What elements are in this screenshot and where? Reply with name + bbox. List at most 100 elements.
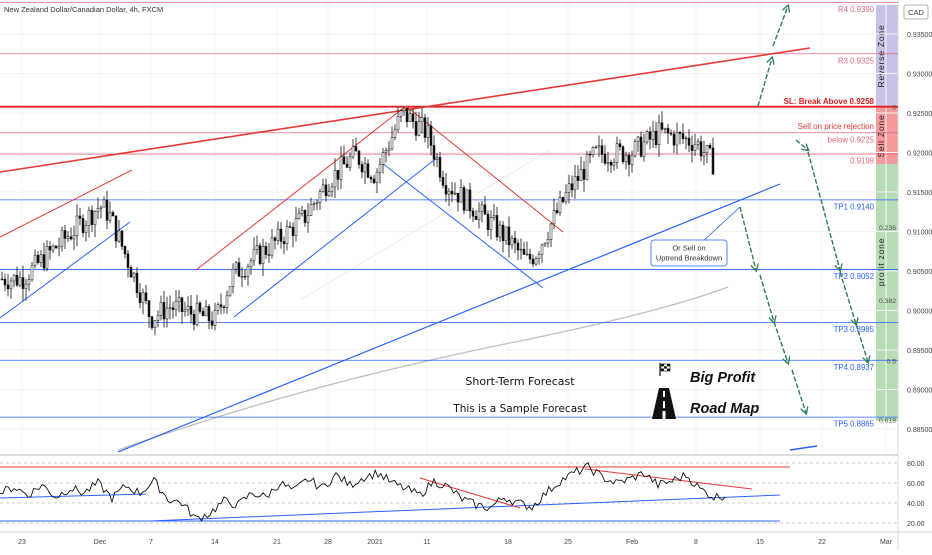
candle xyxy=(612,158,616,171)
candle xyxy=(312,201,316,211)
alt-sell-line2: Uptrend Breakdown xyxy=(656,254,722,263)
candle xyxy=(486,210,490,237)
profit-zone-label: profit zone xyxy=(876,238,886,287)
horizontal-levels xyxy=(0,2,898,418)
down-arrow-tp3 xyxy=(839,271,856,324)
alt-sell-line1: Or Sell on xyxy=(672,244,705,253)
candle xyxy=(579,156,583,181)
time-tick-label: 22 xyxy=(818,539,826,546)
candle xyxy=(54,244,58,249)
candle xyxy=(654,121,658,149)
currency-badge-label: CAD xyxy=(908,8,924,17)
candle xyxy=(192,309,196,331)
brand-line1: Big Profit xyxy=(690,370,756,386)
candle xyxy=(570,175,574,198)
candle xyxy=(393,124,397,141)
price-tick-label: 0.90500 xyxy=(907,269,932,276)
alt-arrow-2 xyxy=(759,274,774,322)
candle xyxy=(657,114,661,157)
candle xyxy=(378,157,382,184)
candle xyxy=(120,230,124,250)
candle xyxy=(261,238,265,276)
candle xyxy=(519,238,523,260)
candle xyxy=(318,188,322,210)
candle xyxy=(279,222,283,249)
candle xyxy=(648,126,652,150)
candle xyxy=(27,274,31,292)
candle xyxy=(114,215,118,248)
price-tick-label: 0.91500 xyxy=(907,190,932,197)
time-tick-label: 8 xyxy=(694,539,698,546)
currency-badge[interactable]: CAD xyxy=(903,4,929,20)
candle xyxy=(90,205,94,233)
price-tick-label: 0.93500 xyxy=(907,32,932,39)
candle xyxy=(501,221,505,253)
time-tick-label: 18 xyxy=(504,539,512,546)
candle xyxy=(108,201,112,224)
candle xyxy=(129,265,133,278)
candle xyxy=(126,250,130,278)
time-tick-label: 2021 xyxy=(367,539,383,546)
candle xyxy=(399,109,403,123)
candle xyxy=(66,231,70,242)
candle xyxy=(456,192,460,212)
candle xyxy=(138,283,142,309)
candle xyxy=(285,219,289,251)
candle xyxy=(498,220,502,242)
down-arrow-tp1 xyxy=(795,139,808,150)
candle xyxy=(552,198,556,230)
candle xyxy=(405,107,409,128)
candlesticks xyxy=(0,107,715,336)
candle xyxy=(564,184,568,205)
candle xyxy=(513,231,517,254)
candle xyxy=(531,254,535,268)
candle xyxy=(321,178,325,193)
channel-top-2 xyxy=(195,105,407,271)
candle xyxy=(141,288,145,315)
checkered-flag-icon xyxy=(659,363,671,376)
oscillator-tick-label: 20.00 xyxy=(907,521,925,528)
candle xyxy=(180,296,184,324)
price-tick-label: 0.92000 xyxy=(907,151,932,158)
candle xyxy=(96,197,100,219)
candle xyxy=(624,151,628,170)
candle xyxy=(558,190,562,216)
candle xyxy=(669,129,673,137)
candle xyxy=(666,123,670,144)
fib-label: 0.382 xyxy=(879,298,896,305)
oscillator-tick-label: 80.00 xyxy=(907,461,925,468)
candle xyxy=(507,216,511,258)
candle xyxy=(525,241,529,256)
candle xyxy=(246,263,250,286)
candle xyxy=(684,135,688,150)
oscillator-trend-lines xyxy=(0,466,790,522)
candle xyxy=(132,272,136,283)
candle xyxy=(48,241,52,260)
candle xyxy=(573,164,577,200)
time-axis: 23 Dec 7 14 21 28 2021 11 18 25 Feb 8 15 22 Mar xyxy=(18,539,893,546)
time-tick-label: 14 xyxy=(211,539,219,546)
candle xyxy=(324,178,328,202)
price-tick-label: 0.88500 xyxy=(907,427,932,434)
candle xyxy=(468,182,472,219)
price-tick-label: 0.91000 xyxy=(907,230,932,237)
candle xyxy=(528,248,532,264)
candle xyxy=(606,151,610,172)
candle xyxy=(240,267,244,288)
candle xyxy=(6,273,10,297)
time-tick-label: 23 xyxy=(18,539,26,546)
candle xyxy=(333,158,337,198)
candle xyxy=(309,197,313,217)
candle xyxy=(687,129,691,153)
candle xyxy=(9,277,13,299)
candle xyxy=(426,117,430,149)
price-tick-label: 0.89500 xyxy=(907,348,932,355)
candle xyxy=(696,138,700,150)
candle xyxy=(177,289,181,313)
candle xyxy=(75,204,79,247)
candle xyxy=(168,295,172,320)
candle xyxy=(567,174,571,204)
candle xyxy=(216,302,220,315)
candle xyxy=(288,221,292,229)
candle xyxy=(534,256,538,266)
